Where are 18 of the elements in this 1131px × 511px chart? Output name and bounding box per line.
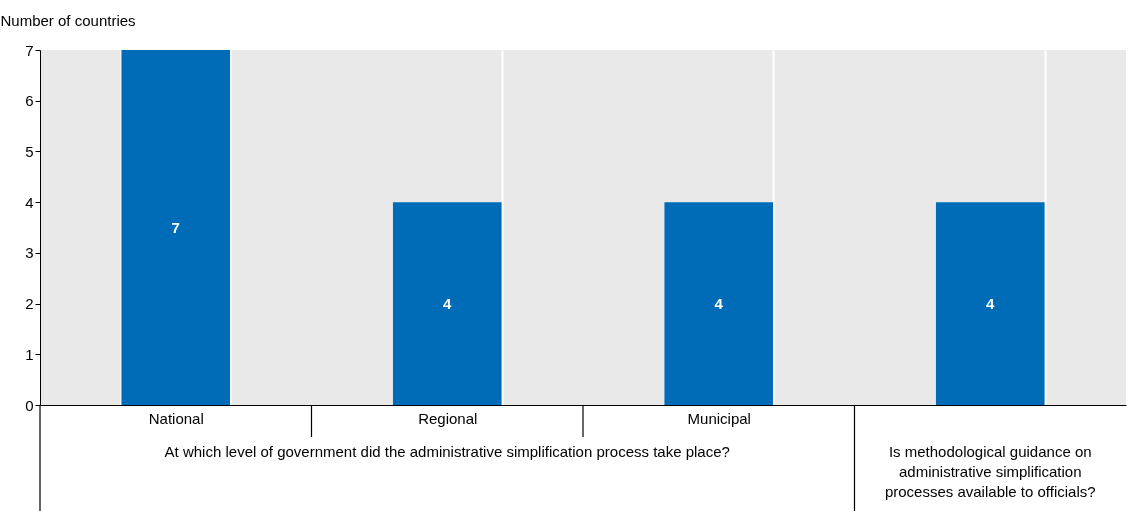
x-tick-label: National (148, 409, 204, 427)
y-tick-label: 0 (25, 396, 34, 414)
text: At which level of government did the administrative simplification process take place? (164, 443, 730, 460)
data-label: 4 (443, 294, 453, 312)
y-tick-label: 5 (25, 142, 34, 160)
text: Is methodological guidance on administrative simplification processes available to officials? (884, 443, 1096, 500)
x-tick-label: Municipal (687, 409, 751, 427)
y-tick-label: 7 (25, 41, 34, 59)
data-label: 4 (714, 294, 724, 312)
y-tick-label: 4 (25, 193, 34, 211)
y-tick-label: 2 (25, 295, 34, 313)
data-label: 4 (986, 294, 996, 312)
x-tick-label: Regional (418, 409, 478, 427)
y-tick-label: 6 (25, 92, 34, 110)
y-axis-title: Number of countries (0, 11, 136, 29)
data-label: 7 (171, 218, 180, 236)
y-tick-label: 1 (25, 345, 34, 363)
y-tick-label: 3 (25, 244, 34, 262)
